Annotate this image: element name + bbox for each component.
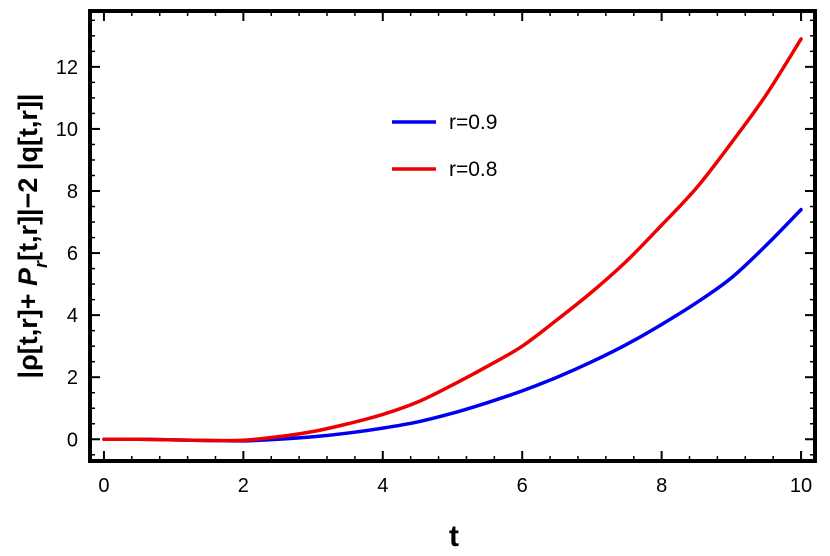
y-tick-label: 0	[67, 429, 78, 451]
y-tick-label: 6	[67, 243, 78, 265]
ticks-layer: 0 2 4 6 8 10 0 2 4 6 8 10 12	[56, 11, 815, 497]
legend: r=0.9 r=0.8	[392, 111, 497, 181]
x-tick-label: 0	[98, 475, 109, 497]
y-axis-title-part2: P	[13, 267, 43, 286]
x-tick-label: 8	[656, 475, 667, 497]
y-tick-label: 12	[56, 57, 78, 79]
y-tick-label: 8	[67, 181, 78, 203]
y-tick-label: 10	[56, 119, 78, 141]
legend-label-1: r=0.9	[449, 111, 497, 134]
y-axis-title-part3: r	[31, 260, 51, 268]
x-tick-label: 10	[790, 475, 812, 497]
x-axis-title: t	[449, 520, 459, 553]
y-tick-label: 4	[67, 305, 78, 327]
legend-label-2: r=0.8	[449, 158, 497, 181]
x-tick-label: 6	[517, 475, 528, 497]
y-axis-title-part4: [t,r]|−2 |q[t,r]|	[13, 94, 43, 261]
x-tick-label: 4	[377, 475, 388, 497]
series-layer	[102, 37, 803, 443]
plot-frame	[88, 9, 817, 463]
y-tick-label: 2	[67, 367, 78, 389]
y-axis-title: |ρ[t,r]+ Pr[t,r]|−2 |q[t,r]|	[13, 94, 51, 379]
series-line-2	[102, 37, 803, 443]
series-line-1	[102, 207, 803, 443]
x-tick-label: 2	[238, 475, 249, 497]
y-axis-title-part1: |ρ[t,r]+	[13, 286, 43, 379]
